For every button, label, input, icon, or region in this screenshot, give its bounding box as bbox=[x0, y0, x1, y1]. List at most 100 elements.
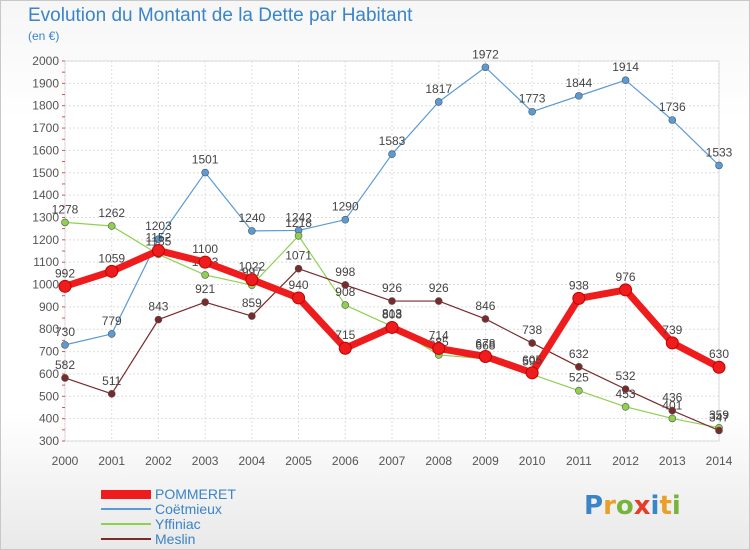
x-tick-label: 2008 bbox=[425, 454, 452, 468]
data-label: 998 bbox=[335, 265, 355, 279]
data-label: 808 bbox=[382, 307, 402, 321]
data-label: 843 bbox=[148, 300, 168, 314]
data-point bbox=[525, 366, 539, 380]
proxiti-logo: Proxiti bbox=[584, 491, 681, 521]
data-point bbox=[478, 350, 492, 364]
data-label: 859 bbox=[242, 296, 262, 310]
y-tick-label: 1100 bbox=[33, 255, 59, 269]
x-tick-label: 2003 bbox=[192, 454, 219, 468]
data-label: 1290 bbox=[332, 200, 359, 214]
legend-swatch bbox=[101, 489, 151, 499]
data-label: 347 bbox=[709, 410, 729, 424]
data-point bbox=[107, 330, 116, 338]
data-label: 1501 bbox=[192, 153, 219, 167]
data-label: 926 bbox=[429, 281, 449, 295]
data-point bbox=[248, 227, 256, 235]
data-label: 908 bbox=[335, 285, 355, 299]
data-point bbox=[712, 360, 726, 374]
x-tick-label: 2013 bbox=[659, 454, 686, 468]
data-point bbox=[154, 235, 163, 243]
y-tick-label: 2000 bbox=[32, 54, 59, 68]
logo-letter: t bbox=[659, 491, 672, 521]
y-tick-label: 400 bbox=[39, 412, 59, 426]
data-label: 436 bbox=[662, 391, 682, 405]
y-tick-label: 1200 bbox=[32, 233, 59, 247]
data-point bbox=[245, 273, 259, 287]
data-point bbox=[107, 390, 116, 398]
data-point bbox=[338, 341, 352, 355]
data-label: 511 bbox=[102, 374, 121, 388]
data-point bbox=[388, 297, 396, 305]
data-point bbox=[668, 116, 677, 124]
data-label: 1135 bbox=[146, 234, 172, 248]
data-point bbox=[61, 374, 69, 382]
data-label: 992 bbox=[55, 266, 75, 280]
data-point bbox=[621, 76, 630, 85]
legend-label: Yffiniac bbox=[155, 516, 201, 532]
data-point bbox=[621, 385, 630, 393]
legend-label: Coëtmieux bbox=[155, 501, 222, 517]
logo-letter: i bbox=[671, 491, 681, 521]
legend-label: Meslin bbox=[155, 531, 196, 547]
x-tick-label: 2011 bbox=[566, 454, 592, 468]
data-point bbox=[341, 301, 350, 309]
logo-letter: o bbox=[615, 491, 634, 521]
y-tick-label: 900 bbox=[39, 300, 59, 314]
data-label: 1583 bbox=[379, 134, 406, 148]
y-tick-label: 1000 bbox=[32, 278, 59, 292]
data-label: 921 bbox=[195, 282, 215, 296]
data-label: 715 bbox=[335, 328, 355, 342]
y-tick-label: 1600 bbox=[32, 143, 59, 157]
data-label: 976 bbox=[616, 270, 636, 284]
data-point bbox=[619, 283, 633, 297]
data-point bbox=[58, 279, 72, 293]
data-point bbox=[294, 232, 303, 240]
data-label: 582 bbox=[55, 358, 75, 372]
legend-swatch bbox=[101, 538, 151, 540]
y-tick-label: 300 bbox=[39, 434, 59, 448]
legend-label: POMMERET bbox=[155, 486, 236, 502]
data-label: 813 bbox=[382, 306, 402, 320]
data-label: 1914 bbox=[612, 60, 639, 74]
data-point bbox=[105, 264, 119, 278]
data-point bbox=[572, 291, 586, 305]
data-point bbox=[385, 320, 399, 334]
data-label: 714 bbox=[429, 328, 449, 342]
data-label: 940 bbox=[289, 278, 309, 292]
data-label: 632 bbox=[569, 347, 589, 361]
y-tick-label: 700 bbox=[39, 345, 59, 359]
data-label: 532 bbox=[616, 369, 636, 383]
data-point bbox=[432, 341, 446, 355]
y-tick-label: 1900 bbox=[32, 76, 59, 90]
x-tick-label: 2002 bbox=[145, 454, 172, 468]
data-point bbox=[668, 406, 677, 415]
data-label: 668 bbox=[475, 339, 495, 353]
y-tick-label: 1800 bbox=[32, 99, 59, 113]
x-tick-label: 2001 bbox=[98, 454, 125, 468]
y-tick-label: 1300 bbox=[32, 210, 59, 224]
data-point bbox=[248, 312, 256, 320]
y-tick-label: 600 bbox=[39, 367, 59, 381]
data-point bbox=[434, 297, 443, 305]
y-tick-label: 500 bbox=[39, 389, 59, 403]
unit-label: (en €) bbox=[28, 29, 60, 43]
data-point bbox=[668, 414, 677, 423]
data-label: 779 bbox=[102, 314, 122, 328]
data-label: 1100 bbox=[192, 242, 218, 256]
data-point bbox=[481, 63, 490, 72]
data-label: 678 bbox=[475, 337, 495, 351]
data-label: 730 bbox=[55, 325, 75, 339]
data-point bbox=[481, 315, 490, 323]
data-label: 630 bbox=[709, 347, 729, 361]
data-label: 1242 bbox=[285, 210, 312, 224]
data-point bbox=[61, 341, 69, 349]
data-point bbox=[528, 339, 536, 347]
logo-letter: i bbox=[650, 491, 660, 521]
data-point bbox=[715, 426, 723, 435]
data-point bbox=[107, 222, 116, 230]
data-point bbox=[294, 264, 303, 273]
data-point bbox=[201, 168, 209, 177]
data-point bbox=[388, 150, 396, 159]
data-label: 525 bbox=[569, 371, 589, 385]
